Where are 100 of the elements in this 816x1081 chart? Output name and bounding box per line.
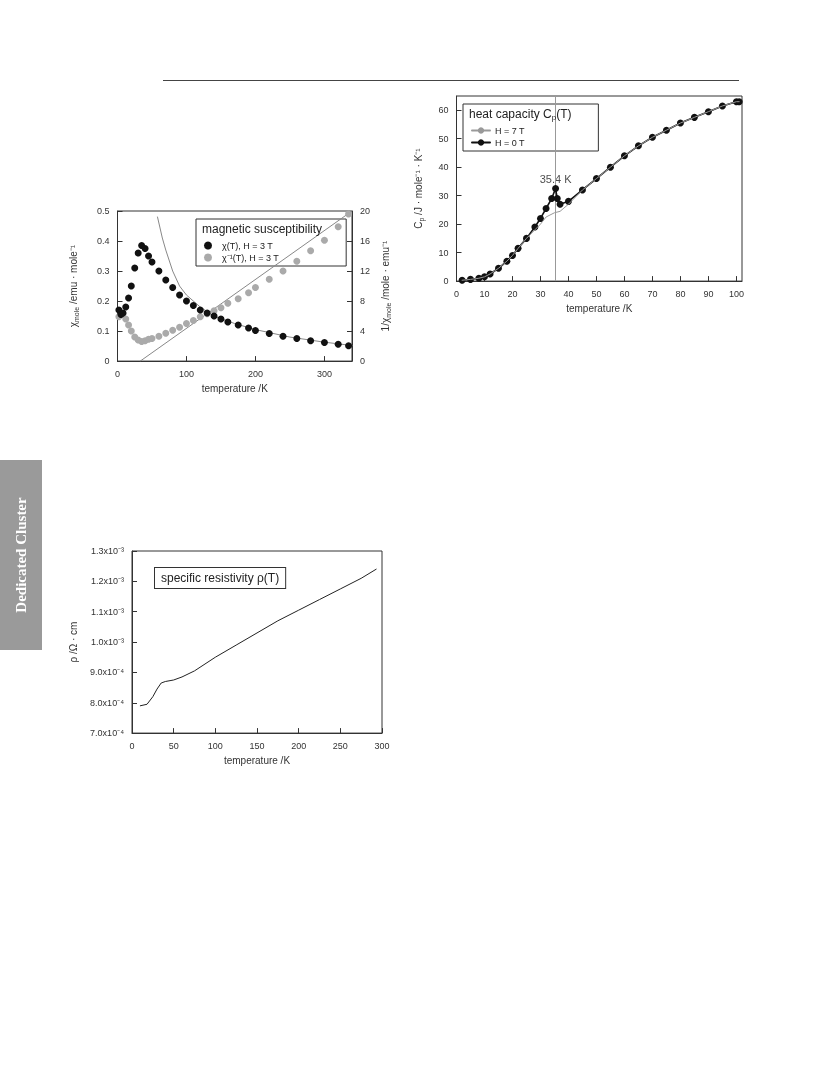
x-tick-label: 100	[728, 288, 744, 299]
y-tick-label: 20	[438, 219, 449, 230]
point	[293, 257, 301, 265]
y-tick-label: 1.3x10⁻³	[90, 546, 124, 556]
point	[251, 326, 259, 334]
point	[245, 289, 253, 297]
point	[162, 329, 170, 337]
x-tick-label: 100	[178, 368, 194, 379]
y-tick-label: 1.1x10⁻³	[90, 606, 124, 617]
point	[134, 249, 142, 257]
point	[176, 323, 184, 331]
x-axis-title: temperature /K	[201, 382, 269, 394]
y-tick-label: 1.2x10⁻³	[90, 576, 124, 587]
point	[182, 297, 190, 305]
point	[196, 313, 204, 321]
y-tick-label: 0	[104, 356, 110, 367]
point	[320, 236, 328, 244]
y-tick-label: 60	[438, 105, 449, 116]
y-tick-label: 0	[443, 276, 449, 287]
point	[162, 276, 170, 284]
point	[224, 299, 232, 307]
y-tick-label: 40	[438, 162, 449, 173]
point	[542, 204, 550, 212]
x-tick-label: 50	[591, 288, 602, 299]
annotation: specific resistivity ρ(T)	[161, 571, 280, 585]
x-tick-label: 300	[316, 368, 332, 379]
x-tick-label: 100	[207, 740, 223, 751]
point	[556, 200, 564, 208]
x-axis-title: temperature /K	[223, 754, 291, 766]
y-tick-label: 30	[438, 190, 449, 201]
point	[245, 324, 253, 332]
y-tick-label: 0.4	[96, 236, 110, 247]
point	[536, 214, 544, 222]
point	[155, 332, 163, 340]
x-tick-label: 60	[619, 288, 630, 299]
point	[127, 282, 135, 290]
text: Dedicated Cluster	[12, 497, 30, 613]
y2-tick-label: 8	[360, 296, 366, 307]
y2-tick-label: 20	[360, 206, 371, 216]
x-axis-title: temperature /K	[566, 302, 633, 314]
x-tick-label: 80	[675, 288, 686, 299]
point	[334, 223, 342, 231]
point	[251, 284, 259, 292]
point	[125, 321, 133, 329]
point	[127, 327, 135, 335]
point	[141, 245, 149, 253]
y2-tick-label: 4	[360, 326, 366, 337]
point	[334, 340, 342, 348]
y-tick-label: 7.0x10⁻⁴	[90, 728, 125, 739]
y-tick-label: 0.3	[96, 266, 110, 277]
y2-tick-label: 0	[360, 356, 366, 367]
x-tick-label: 0	[129, 740, 135, 751]
x-tick-label: 30	[535, 288, 546, 299]
point	[293, 335, 301, 343]
x-tick-label: 50	[168, 740, 179, 751]
y-tick-label: 50	[438, 133, 449, 144]
point	[169, 284, 177, 292]
y-tick-label: 9.0x10⁻⁴	[90, 667, 125, 678]
x-tick-label: 250	[332, 740, 348, 751]
x-tick-label: 300	[374, 740, 390, 751]
point	[189, 302, 197, 310]
point	[189, 317, 197, 325]
point	[122, 303, 130, 311]
point	[307, 337, 315, 345]
x-tick-label: 10	[479, 288, 490, 299]
y-tick-label: 1.0x10⁻³	[90, 637, 124, 648]
x-tick-label: 70	[647, 288, 658, 299]
y-axis-title: ρ /Ω · cm	[67, 621, 79, 663]
legend-label: χ⁻¹(T), H = 3 T	[222, 252, 280, 263]
point	[553, 195, 561, 203]
point	[234, 321, 242, 329]
y-tick-label: 0.5	[96, 206, 110, 216]
point	[234, 295, 242, 303]
y-tick-label: 8.0x10⁻⁴	[90, 697, 125, 708]
point	[265, 275, 273, 283]
point	[265, 329, 273, 337]
point	[125, 294, 133, 302]
line-series	[139, 568, 377, 707]
point	[182, 320, 190, 328]
y-tick-label: 0.1	[96, 326, 110, 337]
point	[320, 338, 328, 346]
y2-tick-label: 16	[360, 236, 371, 247]
y-tick-label: 10	[438, 247, 449, 258]
x-tick-label: 150	[249, 740, 265, 751]
point	[224, 318, 232, 326]
point	[217, 304, 225, 312]
x-tick-label: 0	[453, 288, 460, 299]
x-tick-label: 40	[563, 288, 574, 299]
point	[145, 252, 153, 260]
point	[176, 291, 184, 299]
legend-label: χ(T), H = 3 T	[222, 240, 274, 251]
legend-title: magnetic susceptibility	[202, 222, 323, 236]
y2-tick-label: 12	[360, 266, 371, 277]
point	[307, 247, 315, 255]
x-tick-label: 200	[247, 368, 263, 379]
y-tick-label: 0.2	[96, 296, 110, 307]
x-tick-label: 20	[507, 288, 518, 299]
point	[122, 315, 130, 323]
point	[552, 185, 560, 193]
point	[196, 306, 204, 314]
